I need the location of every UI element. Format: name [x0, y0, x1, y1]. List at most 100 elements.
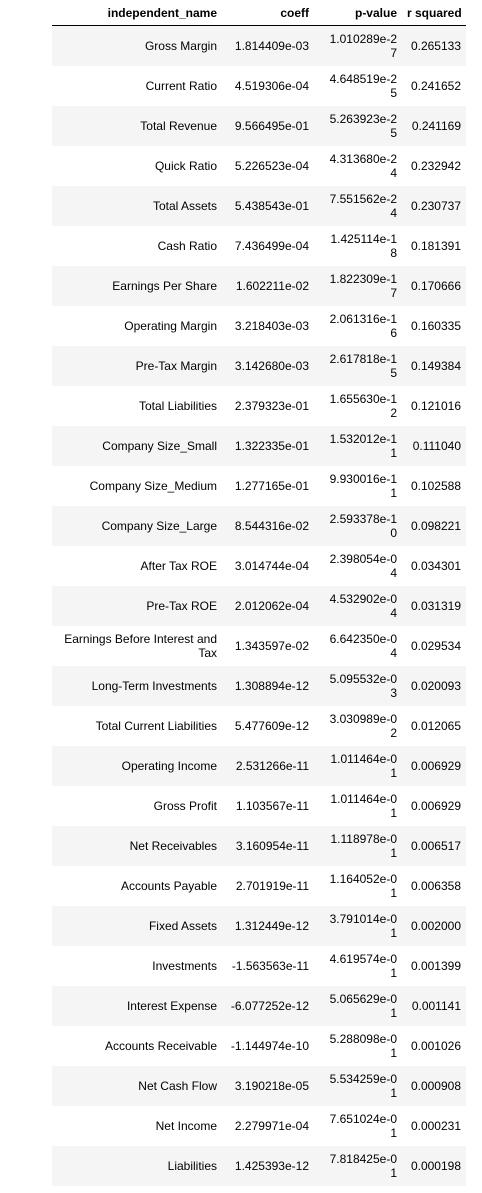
cell-r-squared: 0.001026	[402, 1026, 466, 1066]
cell-coeff-cell: 1.308894e-12	[222, 666, 314, 706]
table-row: Operating Income 2.531266e-11 1.011464e-01…	[52, 746, 466, 786]
cell-r-squared: 0.241169	[402, 106, 466, 146]
cell-coeff: 1.312449e-12	[234, 919, 309, 933]
cell-coeff: 1.308894e-12	[234, 679, 309, 693]
table-row: Liabilities 1.425393e-12 7.818425e-01 0.000…	[52, 1146, 466, 1186]
cell-r-squared: 0.098221	[402, 506, 466, 546]
cell-coeff: 3.190218e-05	[234, 1079, 309, 1093]
cell-independent-name: Accounts Payable	[52, 866, 222, 906]
table-row: Company Size_Medium 1.277165e-01 9.930016e…	[52, 466, 466, 506]
cell-coeff-cell: 2.012062e-04	[222, 586, 314, 626]
table-row: Total Current Liabilities 5.477609e-12 3.0…	[52, 706, 466, 746]
cell-p-value: 1.655630e-12	[329, 392, 397, 420]
cell-p-value-cell: 2.593378e-10	[314, 506, 402, 546]
cell-coeff-cell: 3.014744e-04	[222, 546, 314, 586]
cell-coeff: 1.814409e-03	[234, 39, 309, 53]
cell-coeff-cell: 5.226523e-04	[222, 146, 314, 186]
cell-independent-name: Company Size_Medium	[52, 466, 222, 506]
cell-coeff: 3.160954e-11	[235, 839, 309, 853]
cell-p-value: 5.534259e-01	[329, 1072, 397, 1100]
table-row: Earnings Before Interest and Tax 1.343597…	[52, 626, 466, 666]
cell-p-value: 6.642350e-04	[329, 632, 397, 660]
cell-independent-name: Cash Ratio	[52, 226, 222, 266]
cell-p-value: 1.010289e-27	[329, 32, 397, 60]
cell-p-value: 2.061316e-16	[329, 312, 397, 340]
table-row: Fixed Assets 1.312449e-12 3.791014e-01 0.00…	[52, 906, 466, 946]
cell-p-value-cell: 1.011464e-01	[314, 786, 402, 826]
cell-p-value-cell: 4.313680e-24	[314, 146, 402, 186]
cell-p-value: 1.011464e-01	[330, 792, 397, 820]
cell-p-value: 2.593378e-10	[329, 512, 397, 540]
cell-independent-name: Pre-Tax ROE	[52, 586, 222, 626]
cell-coeff-cell: 2.701919e-11	[222, 866, 314, 906]
cell-p-value: 2.617818e-15	[329, 352, 397, 380]
cell-p-value-cell: 7.818425e-01	[314, 1146, 402, 1186]
cell-coeff-cell: 1.425393e-12	[222, 1146, 314, 1186]
cell-coeff-cell: -1.563563e-11	[222, 946, 314, 986]
cell-p-value-cell: 1.425114e-18	[314, 226, 402, 266]
cell-independent-name: Net Income	[52, 1106, 222, 1146]
cell-coeff-cell: 1.814409e-03	[222, 25, 314, 66]
cell-coeff: 3.142680e-03	[234, 359, 309, 373]
cell-r-squared: 0.029534	[402, 626, 466, 666]
cell-independent-name: Earnings Before Interest and Tax	[52, 626, 222, 666]
cell-coeff: 5.226523e-04	[234, 159, 309, 173]
cell-coeff: -1.144974e-10	[230, 1039, 309, 1053]
table-row: Interest Expense -6.077252e-12 5.065629e-0…	[52, 986, 466, 1026]
cell-p-value: 7.651024e-01	[329, 1112, 397, 1140]
cell-r-squared: 0.031319	[402, 586, 466, 626]
cell-coeff: 1.343597e-02	[234, 639, 309, 653]
cell-independent-name: Fixed Assets	[52, 906, 222, 946]
cell-p-value: 1.011464e-01	[330, 752, 397, 780]
table-row: Net Cash Flow 3.190218e-05 5.534259e-01 0.0…	[52, 1066, 466, 1106]
cell-p-value-cell: 5.095532e-03	[314, 666, 402, 706]
cell-coeff: 3.014744e-04	[234, 559, 309, 573]
cell-p-value: 1.164052e-01	[329, 872, 397, 900]
cell-independent-name: Total Current Liabilities	[52, 706, 222, 746]
cell-r-squared: 0.002000	[402, 906, 466, 946]
table-row: Total Assets 5.438543e-01 7.551562e-24 0.23…	[52, 186, 466, 226]
cell-p-value-cell: 1.164052e-01	[314, 866, 402, 906]
table-row: Earnings Per Share 1.602211e-02 1.822309e-…	[52, 266, 466, 306]
cell-coeff: 2.379323e-01	[234, 399, 309, 413]
cell-p-value-cell: 5.534259e-01	[314, 1066, 402, 1106]
cell-coeff-cell: 1.322335e-01	[222, 426, 314, 466]
table-row: Accounts Receivable -1.144974e-10 5.288098…	[52, 1026, 466, 1066]
cell-coeff-cell: 3.142680e-03	[222, 346, 314, 386]
header-coeff: coeff	[222, 0, 314, 26]
cell-p-value-cell: 5.263923e-25	[314, 106, 402, 146]
cell-coeff-cell: -6.077252e-12	[222, 986, 314, 1026]
cell-coeff: 2.279971e-04	[234, 1119, 309, 1133]
cell-coeff-cell: 1.312449e-12	[222, 906, 314, 946]
cell-coeff-cell: 5.477609e-12	[222, 706, 314, 746]
cell-p-value: 7.818425e-01	[329, 1152, 397, 1180]
cell-independent-name: Total Assets	[52, 186, 222, 226]
cell-coeff: 1.322335e-01	[234, 439, 309, 453]
cell-coeff: 5.438543e-01	[234, 199, 309, 213]
cell-r-squared: 0.006517	[402, 826, 466, 866]
cell-r-squared: 0.265133	[402, 25, 466, 66]
table-row: Current Ratio 4.519306e-04 4.648519e-25 0.2…	[52, 66, 466, 106]
table-row: Pre-Tax Margin 3.142680e-03 2.617818e-15 0.…	[52, 346, 466, 386]
cell-coeff-cell: 1.103567e-11	[222, 786, 314, 826]
cell-p-value-cell: 1.010289e-27	[314, 25, 402, 66]
cell-coeff-cell: 3.190218e-05	[222, 1066, 314, 1106]
cell-p-value: 5.065629e-01	[329, 992, 397, 1020]
table-row: Cash Ratio 7.436499e-04 1.425114e-18 0.1813…	[52, 226, 466, 266]
table-header: independent_name coeff p-value r squared	[52, 0, 466, 26]
cell-r-squared: 0.001399	[402, 946, 466, 986]
cell-independent-name: Company Size_Large	[52, 506, 222, 546]
cell-coeff: 7.436499e-04	[234, 239, 309, 253]
cell-p-value: 5.263923e-25	[329, 112, 397, 140]
cell-r-squared: 0.006929	[402, 786, 466, 826]
cell-r-squared: 0.121016	[402, 386, 466, 426]
cell-r-squared: 0.149384	[402, 346, 466, 386]
cell-coeff: 1.277165e-01	[234, 479, 309, 493]
cell-independent-name: After Tax ROE	[52, 546, 222, 586]
cell-p-value: 3.791014e-01	[329, 912, 397, 940]
cell-r-squared: 0.020093	[402, 666, 466, 706]
table-row: Company Size_Small 1.322335e-01 1.532012e-…	[52, 426, 466, 466]
cell-coeff-cell: 1.343597e-02	[222, 626, 314, 666]
cell-coeff-cell: 5.438543e-01	[222, 186, 314, 226]
table-row: Long-Term Investments 1.308894e-12 5.09553…	[52, 666, 466, 706]
